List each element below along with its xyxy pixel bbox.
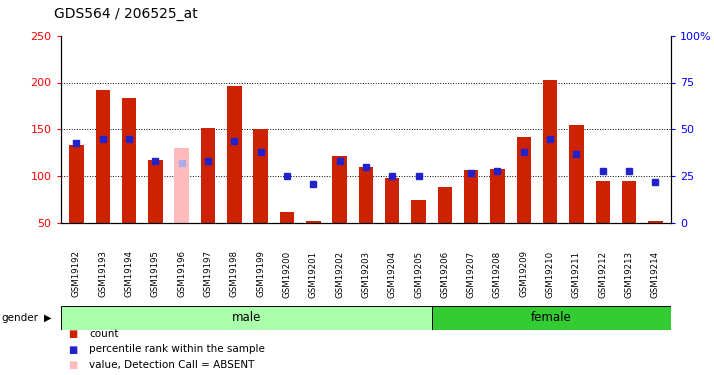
Bar bbox=[385, 178, 399, 223]
Text: GSM19196: GSM19196 bbox=[177, 251, 186, 297]
Text: GSM19199: GSM19199 bbox=[256, 251, 265, 297]
Bar bbox=[253, 129, 268, 223]
Text: GSM19202: GSM19202 bbox=[335, 251, 344, 297]
Text: GSM19210: GSM19210 bbox=[545, 251, 555, 297]
Bar bbox=[96, 90, 110, 223]
Bar bbox=[648, 221, 663, 223]
Bar bbox=[358, 167, 373, 223]
Text: female: female bbox=[531, 311, 572, 324]
Bar bbox=[491, 169, 505, 223]
Bar bbox=[227, 86, 241, 223]
Bar bbox=[201, 128, 216, 223]
Text: percentile rank within the sample: percentile rank within the sample bbox=[89, 345, 265, 354]
Text: GSM19192: GSM19192 bbox=[72, 251, 81, 297]
Bar bbox=[69, 146, 84, 223]
Bar bbox=[149, 160, 163, 223]
Text: GSM19214: GSM19214 bbox=[651, 251, 660, 297]
Text: GSM19194: GSM19194 bbox=[125, 251, 134, 297]
Bar bbox=[569, 124, 583, 223]
Bar bbox=[595, 181, 610, 223]
Bar bbox=[280, 212, 294, 223]
Text: GSM19195: GSM19195 bbox=[151, 251, 160, 297]
Text: GSM19203: GSM19203 bbox=[361, 251, 371, 297]
Bar bbox=[432, 306, 671, 330]
Text: GSM19212: GSM19212 bbox=[598, 251, 607, 297]
Text: GSM19204: GSM19204 bbox=[388, 251, 397, 297]
Bar bbox=[438, 187, 452, 223]
Text: GDS564 / 206525_at: GDS564 / 206525_at bbox=[54, 7, 197, 21]
Text: GSM19201: GSM19201 bbox=[308, 251, 318, 297]
Bar bbox=[122, 98, 136, 223]
Text: ▶: ▶ bbox=[44, 313, 51, 323]
Text: ■: ■ bbox=[68, 345, 77, 354]
Text: GSM19197: GSM19197 bbox=[203, 251, 213, 297]
Text: male: male bbox=[231, 311, 261, 324]
Text: GSM19207: GSM19207 bbox=[467, 251, 476, 297]
Bar bbox=[306, 221, 321, 223]
Text: GSM19211: GSM19211 bbox=[572, 251, 581, 297]
Bar bbox=[333, 156, 347, 223]
Text: count: count bbox=[89, 329, 119, 339]
Bar bbox=[464, 170, 478, 223]
Bar bbox=[61, 306, 432, 330]
Text: GSM19200: GSM19200 bbox=[283, 251, 291, 297]
Text: GSM19213: GSM19213 bbox=[625, 251, 633, 297]
Text: ■: ■ bbox=[68, 360, 77, 370]
Text: ■: ■ bbox=[68, 329, 77, 339]
Bar bbox=[174, 148, 189, 223]
Text: GSM19209: GSM19209 bbox=[519, 251, 528, 297]
Bar bbox=[516, 137, 531, 223]
Text: GSM19208: GSM19208 bbox=[493, 251, 502, 297]
Text: GSM19193: GSM19193 bbox=[99, 251, 107, 297]
Text: value, Detection Call = ABSENT: value, Detection Call = ABSENT bbox=[89, 360, 255, 370]
Text: GSM19206: GSM19206 bbox=[441, 251, 449, 297]
Text: GSM19198: GSM19198 bbox=[230, 251, 239, 297]
Text: gender: gender bbox=[1, 313, 39, 323]
Bar bbox=[543, 80, 558, 223]
Text: GSM19205: GSM19205 bbox=[414, 251, 423, 297]
Bar bbox=[622, 181, 636, 223]
Bar bbox=[411, 200, 426, 223]
